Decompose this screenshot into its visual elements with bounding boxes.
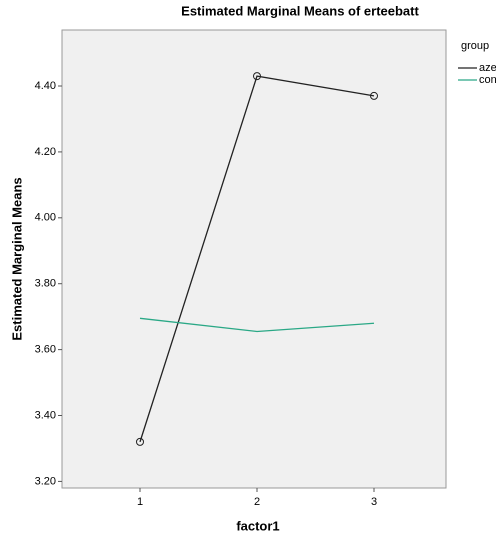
chart-title: Estimated Marginal Means of erteebatt: [181, 3, 419, 18]
point-marker: [253, 72, 261, 81]
y-tick-label: 4.40: [35, 80, 56, 92]
y-tick-label: 3.40: [35, 409, 56, 421]
y-tick-label: 4.00: [35, 212, 56, 224]
x-axis-label: factor1: [236, 518, 279, 533]
point-marker: [136, 437, 144, 446]
y-axis-label: Estimated Marginal Means: [9, 177, 24, 340]
x-tick-label: 2: [254, 496, 260, 508]
x-tick-label: 1: [137, 496, 143, 508]
legend-label: aze: [479, 62, 496, 74]
y-tick-label: 3.60: [35, 344, 56, 356]
plot-area: [61, 29, 447, 489]
point-marker: [370, 91, 378, 100]
series-line: [139, 317, 375, 333]
legend-label: con: [479, 74, 496, 86]
series-line: [139, 75, 375, 443]
x-tick-label: 3: [371, 496, 377, 508]
y-tick-label: 3.80: [35, 278, 56, 290]
y-tick-label: 3.20: [35, 475, 56, 487]
legend-title: group: [461, 40, 489, 52]
y-tick-label: 4.20: [35, 146, 56, 158]
